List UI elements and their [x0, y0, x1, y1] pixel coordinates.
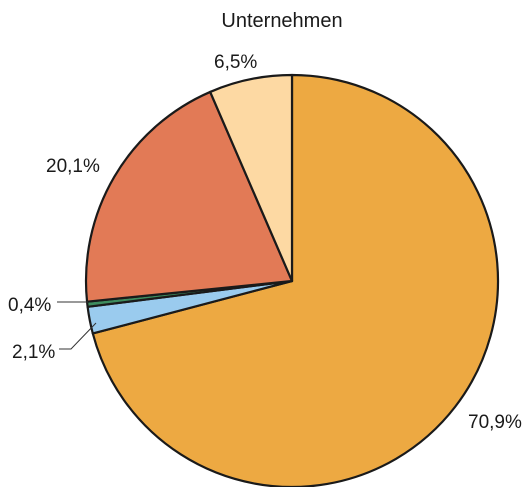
slice-labels: 70,9% 2,1% 0,4% 20,1% 6,5%	[8, 52, 522, 433]
pie-slice-5	[209, 73, 294, 283]
slice-label-2: 2,1%	[12, 342, 55, 363]
pie-slices	[84, 73, 500, 487]
chart-title: Unternehmen	[221, 10, 342, 32]
slice-label-4: 20,1%	[46, 156, 100, 177]
leader-lines	[57, 301, 97, 350]
slice-label-1: 70,9%	[468, 412, 522, 433]
leader-line-2	[59, 322, 97, 350]
slice-label-5: 6,5%	[214, 52, 257, 73]
slice-label-3: 0,4%	[8, 295, 51, 316]
pie-slice-1	[91, 73, 500, 487]
pie-slice-4	[84, 90, 294, 303]
